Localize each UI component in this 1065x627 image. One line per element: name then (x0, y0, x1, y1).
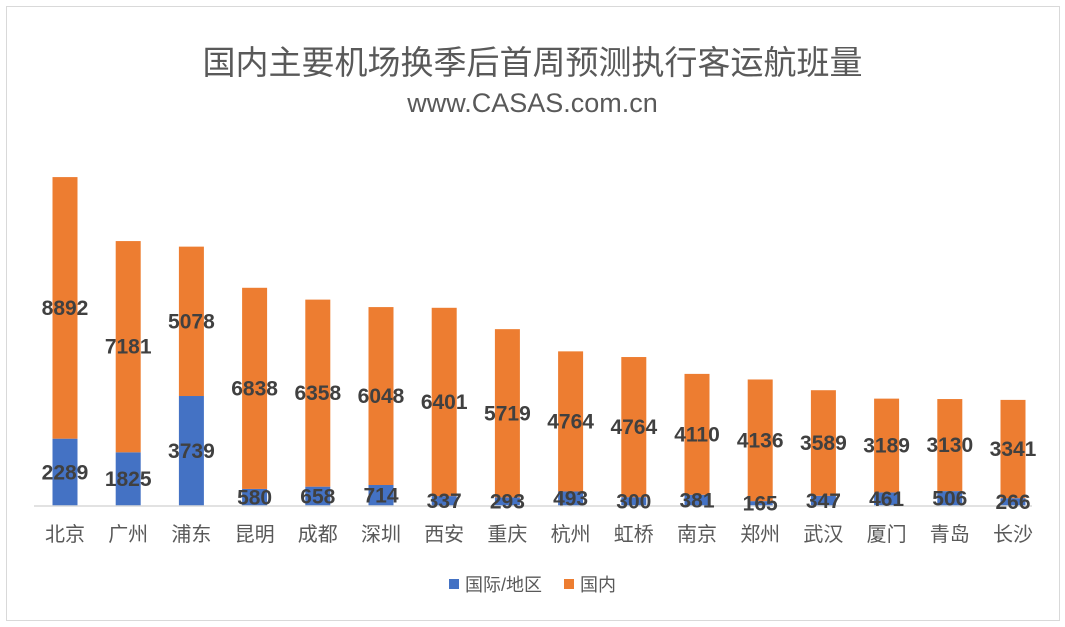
legend-swatch-intl (448, 579, 459, 589)
legend-label-domestic: 国内 (580, 575, 616, 595)
bar-domestic (558, 351, 584, 492)
data-label: 6838 (231, 377, 278, 400)
bar-intl (747, 501, 773, 506)
bar-domestic (494, 329, 520, 498)
x-tick-label: 武汉 (803, 522, 843, 546)
bar-domestic (242, 287, 268, 489)
bar-domestic (810, 390, 836, 496)
data-label: 506 (932, 488, 967, 511)
x-tick-label: 北京 (45, 522, 85, 546)
x-tick-label: 昆明 (235, 522, 275, 546)
bar-domestic (115, 241, 141, 453)
bar-intl (494, 497, 520, 506)
bar-domestic (305, 299, 331, 487)
bar-domestic (178, 246, 204, 397)
data-label: 8892 (42, 297, 89, 320)
bar-domestic (937, 399, 963, 492)
bar-intl (684, 494, 710, 506)
legend: 国际/地区 国内 (0, 571, 1065, 597)
bar-domestic (684, 373, 710, 495)
data-label: 3589 (800, 432, 847, 455)
data-label: 6401 (421, 391, 468, 414)
legend-item-intl: 国际/地区 (448, 571, 542, 597)
bar-domestic (747, 379, 773, 502)
data-label: 493 (553, 488, 588, 511)
legend-label-intl: 国际/地区 (464, 575, 542, 595)
data-label: 347 (806, 490, 841, 513)
bar-intl (52, 438, 78, 506)
legend-swatch-domestic (564, 579, 574, 589)
chart-title: 国内主要机场换季后首周预测执行客运航班量 (202, 44, 863, 81)
x-tick-label: 南京 (677, 522, 717, 546)
bar-intl (810, 495, 836, 506)
bar-domestic (368, 307, 394, 485)
bar-intl (242, 488, 268, 506)
bar-domestic (621, 357, 647, 498)
x-tick-label: 广州 (108, 522, 148, 546)
data-label: 2289 (42, 461, 89, 484)
x-tick-label: 厦门 (867, 522, 907, 546)
data-label: 461 (869, 488, 904, 511)
bar-intl (368, 484, 394, 506)
x-tick-label: 郑州 (740, 522, 780, 546)
bar-intl (874, 492, 900, 506)
bar-intl (115, 452, 141, 506)
x-tick-label: 浦东 (171, 522, 211, 546)
x-tick-label: 深圳 (361, 522, 401, 546)
data-label: 165 (743, 493, 778, 516)
data-label: 658 (300, 485, 335, 508)
x-tick-label: 青岛 (930, 522, 970, 546)
data-label: 337 (427, 490, 462, 513)
data-label: 3189 (863, 435, 910, 458)
data-label: 266 (995, 491, 1030, 514)
bar-intl (621, 497, 647, 506)
bar-domestic (431, 307, 457, 497)
x-tick-label: 长沙 (993, 522, 1033, 546)
x-tick-label: 重庆 (487, 522, 527, 546)
data-label: 3130 (926, 434, 973, 457)
data-label: 4136 (737, 429, 784, 452)
data-label: 5719 (484, 402, 531, 425)
bar-intl (937, 491, 963, 506)
x-tick-label: 杭州 (551, 522, 591, 546)
data-label: 4110 (674, 423, 720, 446)
data-label: 6048 (358, 385, 405, 408)
data-label: 300 (616, 491, 651, 514)
bar-domestic (1000, 399, 1026, 499)
data-label: 4764 (547, 410, 594, 433)
bar-intl (1000, 498, 1026, 506)
x-tick-label: 虹桥 (614, 522, 654, 546)
data-label: 3341 (990, 438, 1037, 461)
data-label: 3739 (168, 440, 215, 463)
data-label: 5078 (168, 310, 215, 333)
x-tick-label: 成都 (298, 522, 338, 546)
legend-item-domestic: 国内 (564, 571, 616, 597)
bar-domestic (874, 398, 900, 493)
data-label: 580 (237, 486, 272, 509)
bar-intl (305, 486, 331, 506)
data-label: 6358 (294, 382, 341, 405)
data-label: 293 (490, 491, 525, 514)
data-label: 381 (679, 489, 714, 512)
data-label: 714 (363, 484, 398, 507)
chart-subtitle: www.CASAS.com.cn (407, 88, 658, 118)
bar-intl (558, 491, 584, 506)
data-label: 7181 (105, 336, 152, 359)
data-label: 4764 (610, 416, 657, 439)
bar-domestic (52, 177, 78, 439)
data-label: 1825 (105, 468, 152, 491)
bar-intl (178, 396, 204, 506)
x-tick-label: 西安 (424, 522, 464, 546)
bar-intl (431, 496, 457, 506)
